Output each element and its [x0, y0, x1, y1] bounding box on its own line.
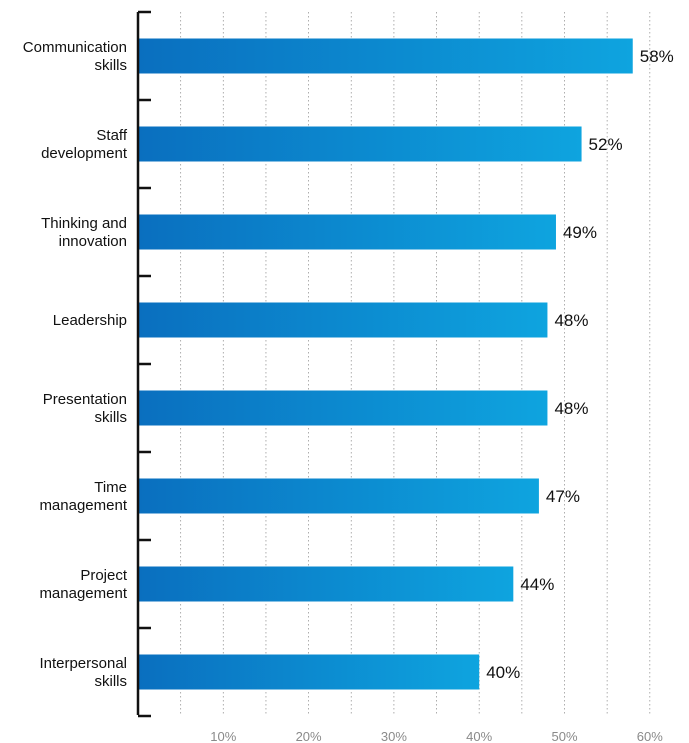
- value-label-3: 48%: [554, 311, 588, 330]
- category-label-4-0: Presentation: [43, 391, 127, 408]
- bar-0: [139, 38, 633, 74]
- category-label-6-1: management: [39, 585, 127, 602]
- value-label-1: 52%: [589, 135, 623, 154]
- bar-6: [139, 566, 514, 602]
- value-label-4: 48%: [554, 399, 588, 418]
- value-label-7: 40%: [486, 663, 520, 682]
- gridlines: [180, 12, 651, 715]
- category-label-0-0: Communication: [23, 39, 127, 56]
- value-labels: 58% 52% 49% 48% 48% 47% 44% 40%: [486, 47, 674, 682]
- value-label-0: 58%: [640, 47, 674, 66]
- x-tick-label-5: 60%: [637, 729, 663, 743]
- bar-7: [139, 654, 480, 690]
- y-axis: [136, 10, 151, 718]
- bars: [139, 38, 633, 690]
- category-label-2-1: innovation: [59, 233, 127, 250]
- category-label-1-0: Staff: [96, 127, 127, 144]
- bar-3: [139, 302, 548, 338]
- category-label-1-1: development: [41, 145, 128, 162]
- value-label-5: 47%: [546, 487, 580, 506]
- value-label-2: 49%: [563, 223, 597, 242]
- category-label-7-0: Interpersonal: [39, 655, 127, 672]
- bar-4: [139, 390, 548, 426]
- category-label-3-0: Leadership: [53, 312, 127, 329]
- x-tick-labels: 10% 20% 30% 40% 50% 60%: [210, 729, 663, 743]
- x-tick-label-4: 50%: [551, 729, 577, 743]
- x-tick-label-1: 20%: [296, 729, 322, 743]
- bar-5: [139, 478, 539, 514]
- x-tick-label-3: 40%: [466, 729, 492, 743]
- bar-1: [139, 126, 582, 162]
- x-tick-label-2: 30%: [381, 729, 407, 743]
- x-tick-label-0: 10%: [210, 729, 236, 743]
- category-label-4-1: skills: [95, 409, 128, 426]
- category-label-2-0: Thinking and: [41, 215, 127, 232]
- category-label-7-1: skills: [95, 673, 128, 690]
- value-label-6: 44%: [520, 575, 554, 594]
- category-label-6-0: Project: [80, 567, 128, 584]
- category-label-5-0: Time: [94, 479, 127, 496]
- category-label-5-1: management: [39, 497, 127, 514]
- bar-2: [139, 214, 556, 250]
- category-labels: CommunicationskillsStaffdevelopmentThink…: [23, 39, 128, 690]
- category-label-0-1: skills: [95, 57, 128, 74]
